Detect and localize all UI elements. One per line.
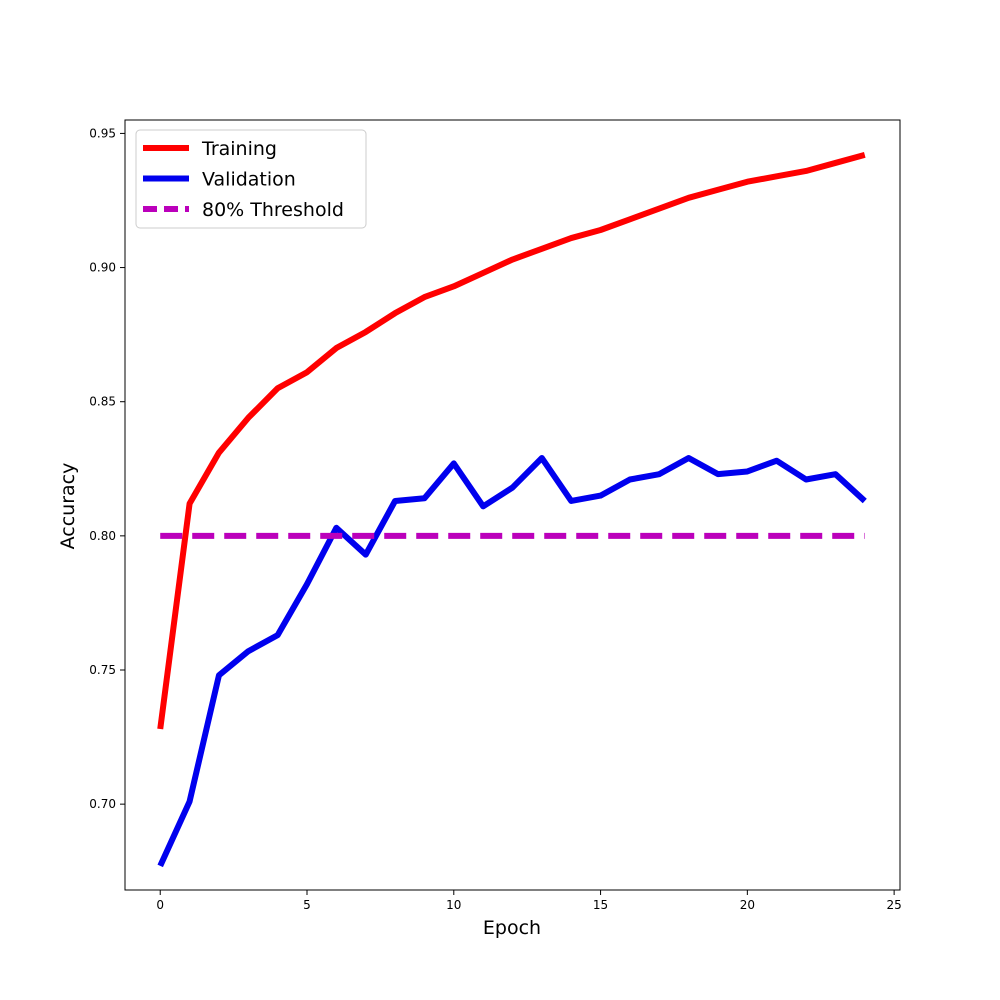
series-line-validation (157, 455, 867, 868)
plot-frame (124, 119, 901, 891)
legend-box (135, 129, 367, 229)
x-tick-label: 25 (886, 898, 901, 912)
legend-label: Validation (202, 169, 296, 191)
y-tick-label: 0.70 (89, 797, 116, 811)
y-tick-label: 0.80 (89, 529, 116, 543)
y-tick-label: 0.90 (89, 261, 116, 275)
legend-label: Training (201, 138, 277, 160)
y-axis-label: Accuracy (57, 463, 79, 550)
x-tick-label: 15 (593, 898, 608, 912)
legend-label: 80% Threshold (202, 199, 344, 221)
y-tick-label: 0.95 (89, 126, 116, 140)
y-tick-label: 0.85 (89, 395, 116, 409)
y-axis-ticks: 0.70 0.75 0.80 0.85 0.90 0.95 (89, 126, 125, 811)
x-tick-label: 0 (156, 898, 164, 912)
x-axis-label: Epoch (483, 917, 541, 939)
plot-area (124, 119, 901, 891)
x-axis-ticks: 0 5 10 15 20 25 (156, 890, 902, 912)
x-tick-label: 20 (740, 898, 755, 912)
x-tick-label: 5 (303, 898, 311, 912)
series-line-training (157, 151, 866, 730)
legend: Training Validation 80% Threshold (135, 129, 367, 229)
x-tick-label: 10 (446, 898, 461, 912)
y-tick-label: 0.75 (89, 663, 116, 677)
